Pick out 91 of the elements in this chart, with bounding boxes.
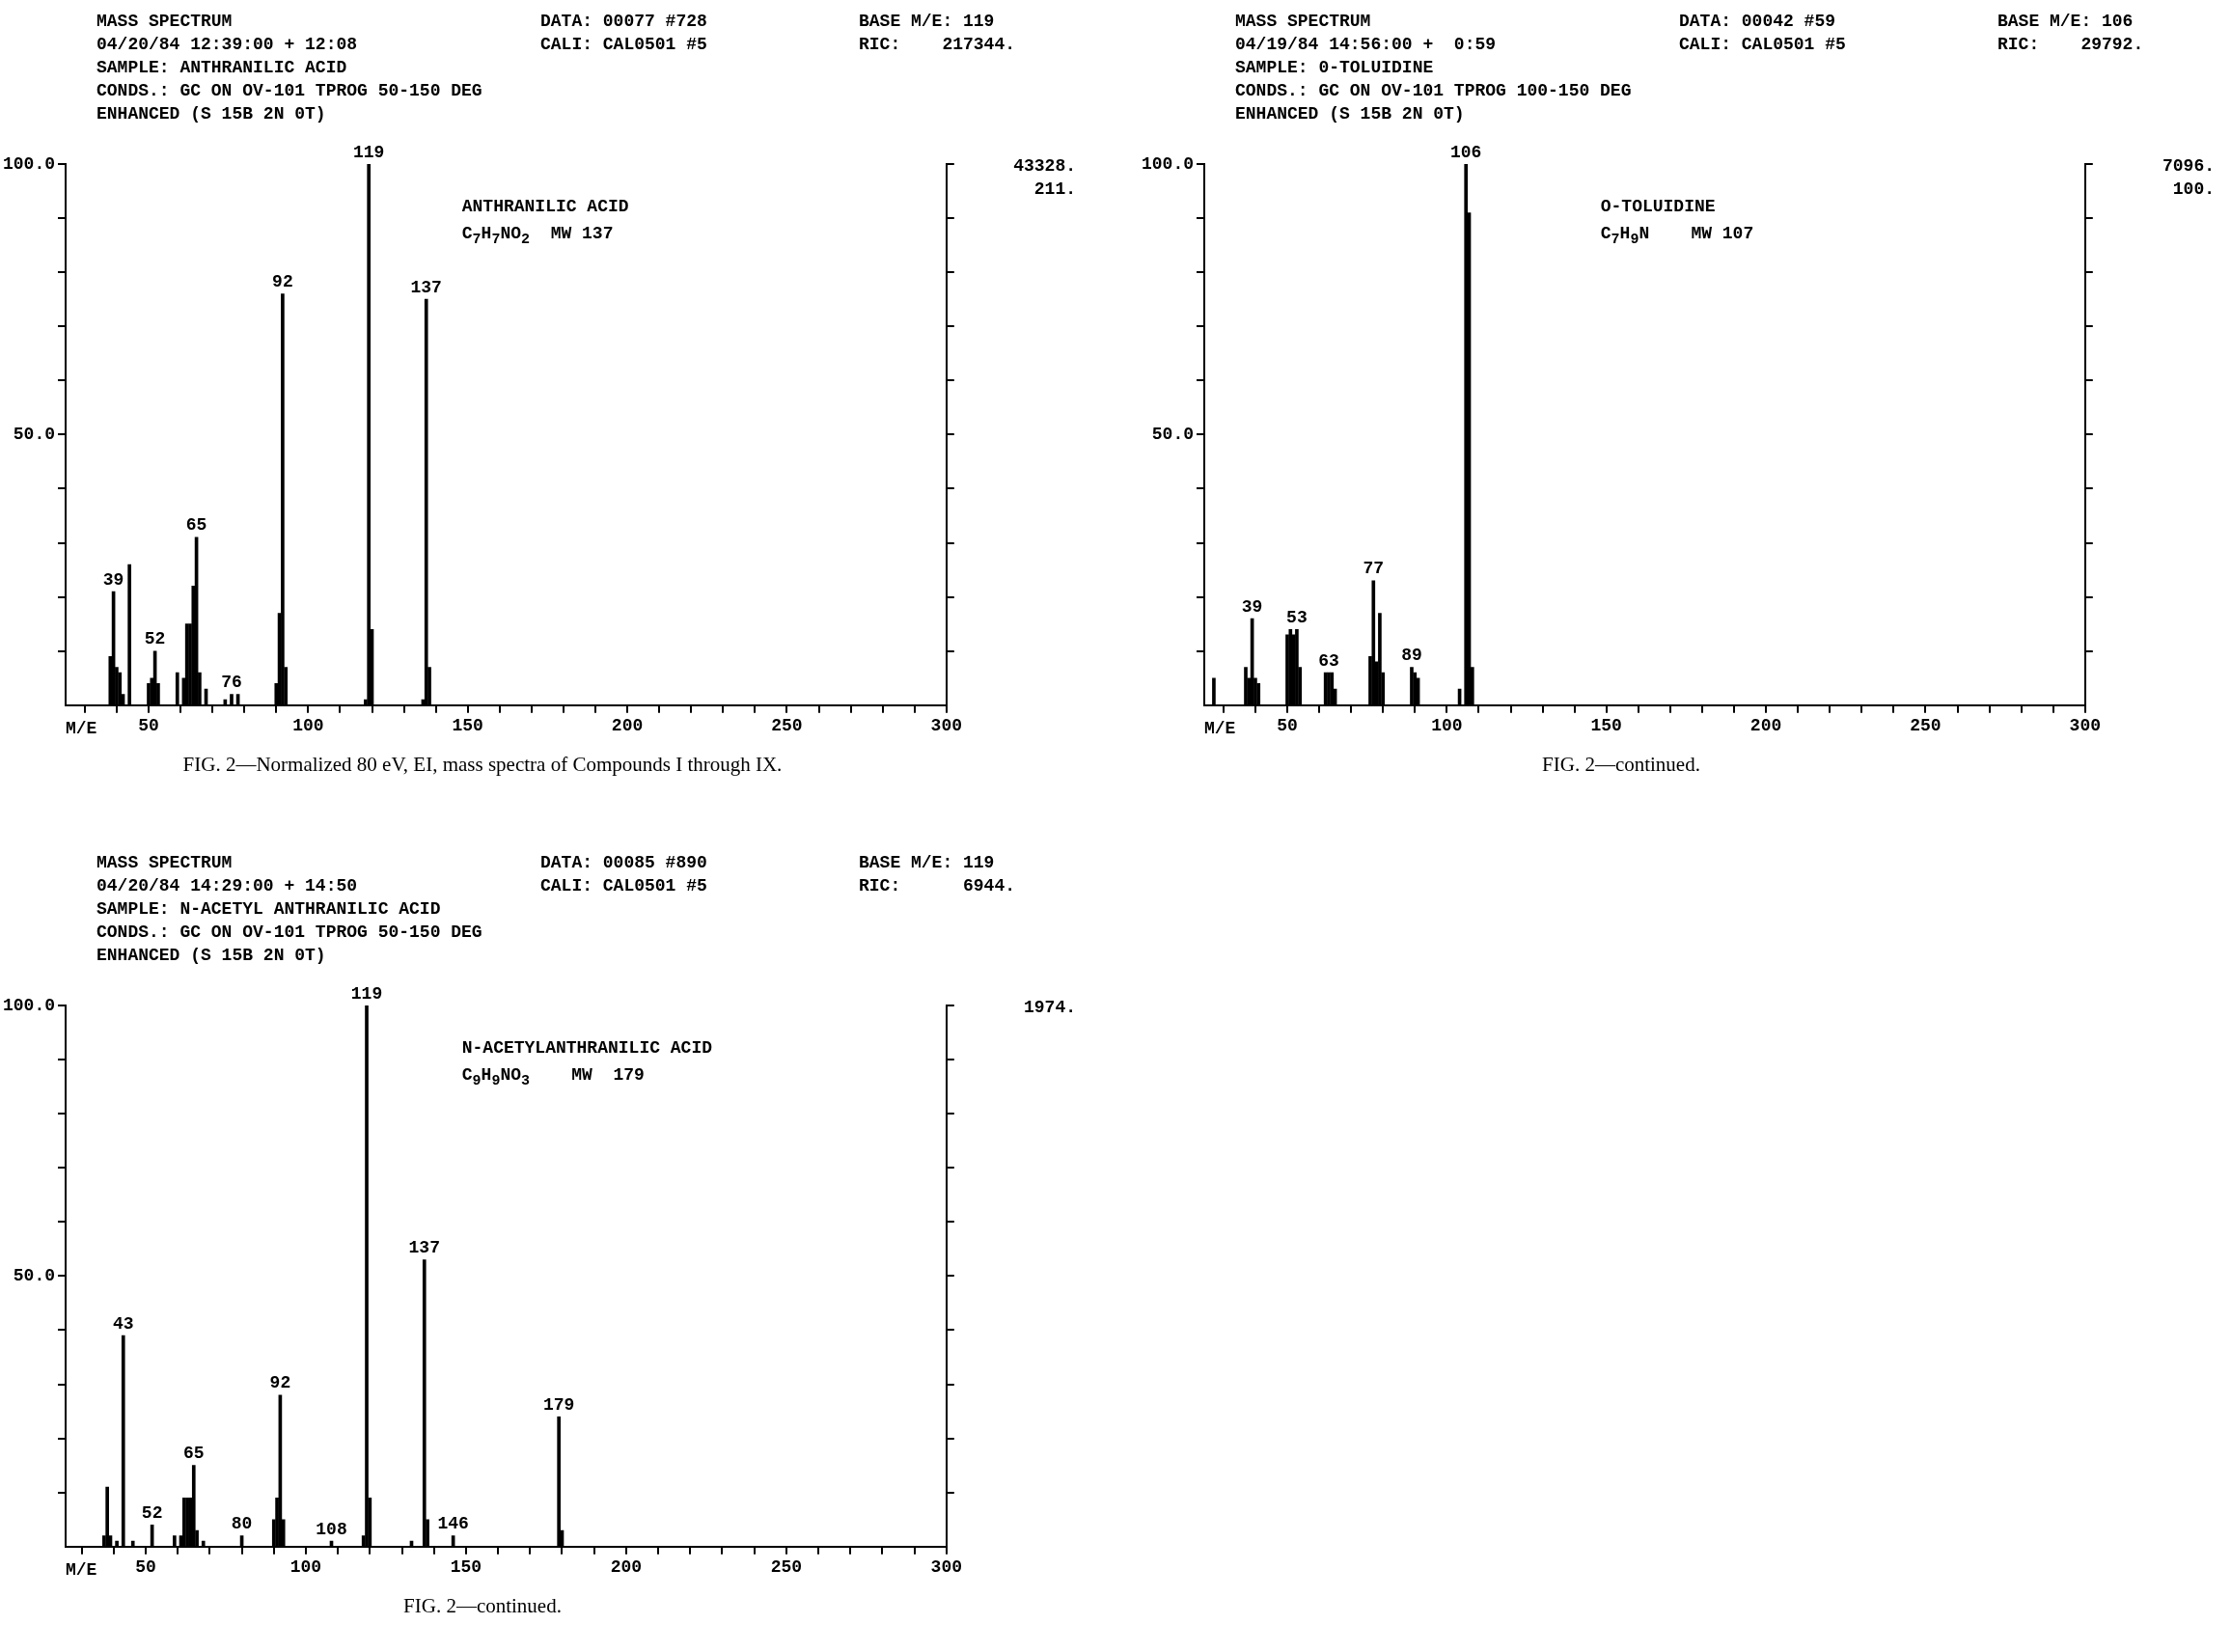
- annotation: 146: [437, 1514, 469, 1534]
- x-tick-label: 50: [138, 716, 159, 736]
- x-tick-label: 50: [135, 1557, 156, 1578]
- annotation: 89: [1401, 646, 1422, 666]
- annotation: ANTHRANILIC ACID: [461, 197, 629, 216]
- x-axis-title: M/E: [66, 718, 97, 738]
- annotation: N-ACETYLANTHRANILIC ACID: [461, 1038, 712, 1058]
- text: RIC: 217344.: [859, 35, 1016, 54]
- text: C$_{9}$H$_{9}$NO$_{3}$ MW 179: [461, 1065, 645, 1089]
- chart-title: MASS SPECTRUM: [1235, 12, 1371, 31]
- annotation: 106: [1450, 142, 1482, 162]
- annotation: 39: [1241, 596, 1263, 617]
- x-tick-label: 250: [770, 1557, 803, 1578]
- text: 04/19/84 14:56:00 + 0:59: [1235, 35, 1497, 54]
- chart-title: MASS SPECTRUM: [96, 853, 233, 872]
- x-tick-label: 100: [289, 1557, 322, 1578]
- annotation: 119: [352, 142, 385, 162]
- caption: FIG. 2—continued.: [402, 1594, 563, 1618]
- text: DATA: 00077 #728: [540, 12, 707, 31]
- annotation: 76: [221, 673, 242, 693]
- x-tick-label: 150: [450, 1557, 482, 1578]
- text: CALI: CAL0501 #5: [1679, 35, 1846, 54]
- annotation: O-TOLUIDINE: [1600, 197, 1716, 216]
- x-tick-label: 200: [611, 716, 644, 736]
- chart-title: MASS SPECTRUM: [96, 12, 233, 31]
- x-tick-label: 250: [1910, 716, 1942, 736]
- annotation: 65: [182, 1444, 205, 1464]
- annotation: 63: [1318, 650, 1339, 671]
- annotation: 43: [112, 1313, 134, 1334]
- annotation: 39: [102, 569, 124, 590]
- annotation: 92: [272, 272, 293, 292]
- text: BASE M/E: 119: [859, 12, 995, 31]
- x-tick-label: 300: [930, 1557, 962, 1578]
- x-tick-label: 150: [452, 716, 483, 736]
- caption: FIG. 2—continued.: [1541, 753, 1701, 777]
- y-tick-label: 100.0: [2, 995, 56, 1015]
- text: CONDS.: GC ON OV-101 TPROG 100-150 DEG: [1235, 81, 1632, 100]
- annotation: 137: [410, 277, 442, 297]
- annotation: 80: [231, 1514, 253, 1534]
- x-tick-label: 200: [610, 1557, 643, 1578]
- annotation: 179: [542, 1394, 575, 1415]
- text: CONDS.: GC ON OV-101 TPROG 50-150 DEG: [96, 922, 482, 942]
- x-tick-label: 50: [1277, 716, 1298, 736]
- text: CONDS.: GC ON OV-101 TPROG 50-150 DEG: [96, 81, 482, 100]
- text: CALI: CAL0501 #5: [540, 876, 707, 895]
- x-tick-label: 100: [1431, 716, 1463, 736]
- text: BASE M/E: 119: [859, 853, 995, 872]
- x-tick-label: 100: [292, 716, 324, 736]
- annotation: 92: [269, 1373, 291, 1393]
- x-axis-title: M/E: [1204, 718, 1236, 738]
- text: ENHANCED (S 15B 2N 0T): [96, 946, 326, 965]
- annotation: 119: [350, 983, 383, 1004]
- text: 1974.: [1023, 997, 1076, 1019]
- annotation: 52: [144, 629, 166, 649]
- annotation: 108: [316, 1519, 347, 1539]
- annotation: 137: [408, 1238, 440, 1258]
- text: ENHANCED (S 15B 2N 0T): [96, 104, 326, 124]
- text: 211.: [1033, 179, 1076, 199]
- y-tick-label: 50.0: [13, 1265, 56, 1285]
- text: ENHANCED (S 15B 2N 0T): [1235, 104, 1465, 124]
- x-tick-label: 250: [771, 716, 803, 736]
- text: CALI: CAL0501 #5: [540, 35, 707, 54]
- x-tick-label: 150: [1590, 716, 1622, 736]
- x-axis-title: M/E: [66, 1559, 97, 1580]
- x-tick-label: 300: [2069, 716, 2101, 736]
- text: 43328.: [1013, 156, 1076, 176]
- text: 04/20/84 12:39:00 + 12:08: [96, 35, 358, 54]
- y-tick-label: 100.0: [2, 153, 56, 174]
- x-tick-label: 200: [1749, 716, 1782, 736]
- text: SAMPLE: 0-TOLUIDINE: [1235, 58, 1434, 77]
- y-tick-label: 50.0: [13, 424, 56, 444]
- annotation: 53: [1286, 607, 1308, 627]
- y-tick-label: 100.0: [1141, 153, 1195, 174]
- text: BASE M/E: 106: [1997, 12, 2134, 31]
- x-tick-label: 300: [930, 716, 962, 736]
- text: 100.: [2172, 179, 2215, 199]
- text: C$_{7}$H$_{7}$NO$_{2}$ MW 137: [461, 224, 614, 248]
- text: DATA: 00085 #890: [540, 853, 707, 872]
- annotation: 65: [185, 515, 207, 536]
- text: RIC: 29792.: [1997, 35, 2144, 54]
- annotation: 52: [141, 1502, 163, 1523]
- annotation: 77: [1363, 559, 1385, 579]
- y-tick-label: 50.0: [1151, 424, 1195, 444]
- text: SAMPLE: ANTHRANILIC ACID: [96, 58, 347, 77]
- text: DATA: 00042 #59: [1679, 12, 1836, 31]
- text: 04/20/84 14:29:00 + 14:50: [96, 876, 358, 895]
- text: SAMPLE: N-ACETYL ANTHRANILIC ACID: [96, 899, 441, 919]
- caption: FIG. 2—Normalized 80 eV, EI, mass spectra of Compounds I through IX.: [181, 753, 784, 777]
- text: 7096.: [2162, 156, 2215, 176]
- annotation: C$_{7}$H$_{9}$N MW 107: [1600, 224, 1754, 248]
- text: RIC: 6944.: [859, 876, 1016, 895]
